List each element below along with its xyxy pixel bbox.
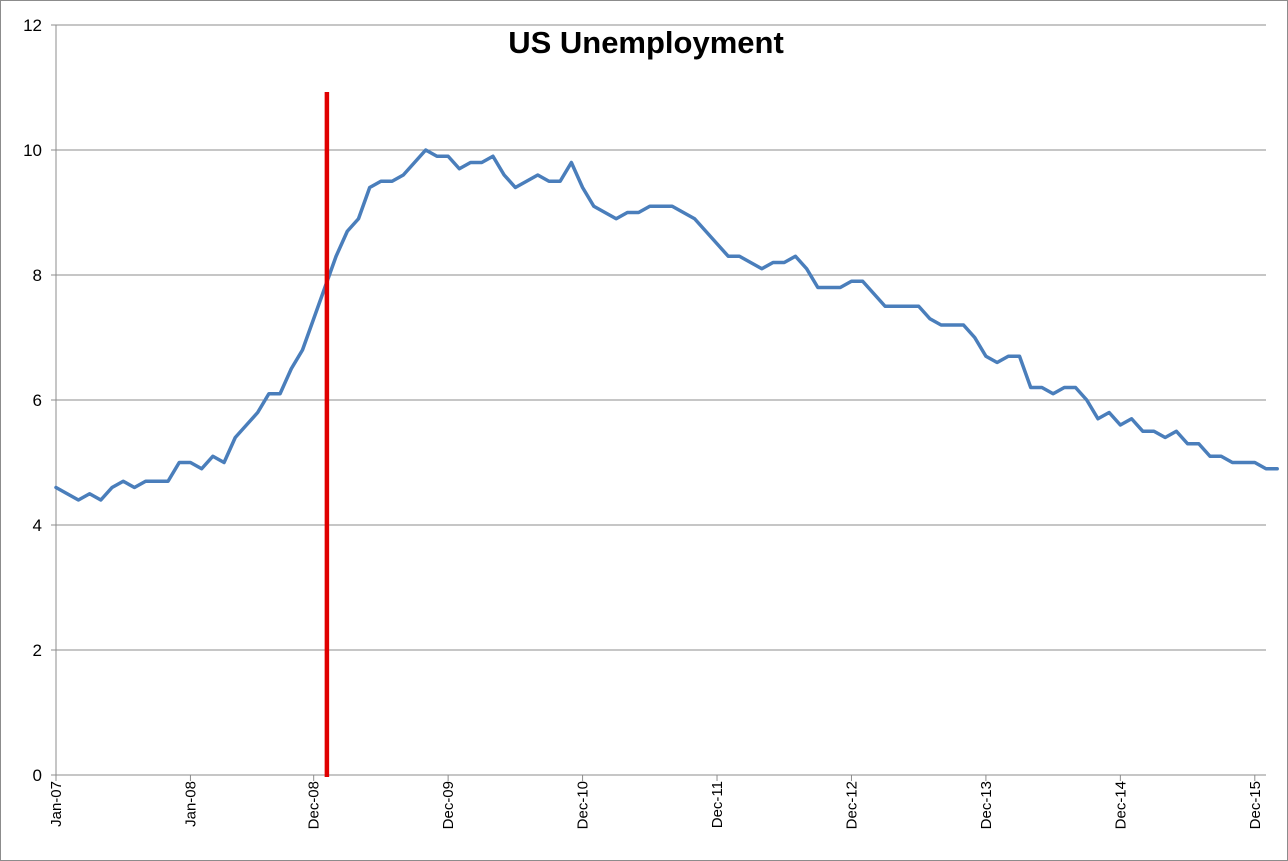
y-tick-label: 8 — [33, 266, 42, 285]
x-tick-label: Dec-14 — [1112, 781, 1129, 829]
x-tick-label: Dec-10 — [575, 781, 592, 829]
x-tick-label: Jan-07 — [48, 781, 65, 827]
series-layer — [54, 148, 1279, 502]
y-tick-label: 12 — [23, 16, 42, 35]
gridlines — [56, 24, 1266, 651]
y-tick-label: 0 — [33, 766, 42, 785]
y-tick-label: 6 — [33, 391, 42, 410]
chart-title: US Unemployment — [508, 25, 784, 60]
y-tick-label: 2 — [33, 641, 42, 660]
x-tick-label: Jan-08 — [182, 781, 199, 827]
x-tick-label: Dec-09 — [440, 781, 457, 829]
series-line — [54, 148, 1279, 502]
axes — [51, 24, 1266, 781]
x-tick-label: Dec-08 — [306, 781, 323, 829]
y-axis-tick-labels: 0 2 4 6 8 10 12 — [23, 16, 42, 785]
x-tick-label: Dec-11 — [709, 781, 726, 828]
y-tick-label: 4 — [33, 516, 42, 535]
y-tick-label: 10 — [23, 141, 42, 160]
x-tick-label: Dec-15 — [1247, 781, 1264, 829]
x-axis-tick-labels: Jan-07 Jan-08 Dec-08 Dec-09 Dec-10 Dec-11 Dec-… — [48, 781, 1264, 829]
x-tick-label: Dec-13 — [978, 781, 995, 829]
x-tick-label: Dec-12 — [843, 781, 860, 829]
